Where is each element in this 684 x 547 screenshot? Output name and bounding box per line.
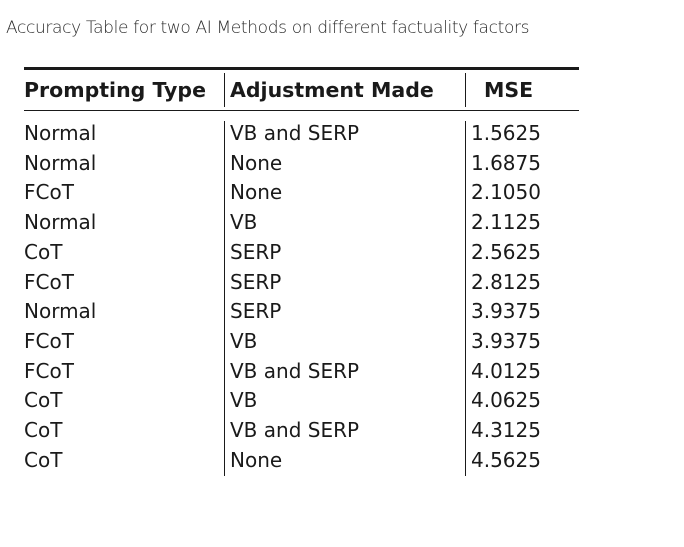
cell-mse: 1.6875 [471,150,541,175]
cell-mse: 4.5625 [471,447,541,472]
cell-adjustment-made: SERP [230,269,282,294]
cell-adjustment-made: VB [230,210,258,235]
table-row: CoT VB 4.0625 [24,386,579,416]
cell-prompting-type: Normal [24,299,97,324]
table-row: Normal VB and SERP 1.5625 [24,119,579,149]
cell-prompting-type: CoT [24,239,63,264]
cell-adjustment-made: VB and SERP [230,358,360,383]
cell-mse: 2.8125 [471,269,541,294]
table-row: Normal None 1.6875 [24,149,579,179]
cell-adjustment-made: SERP [230,299,282,324]
cell-prompting-type: CoT [24,388,63,413]
cell-adjustment-made: None [230,180,283,205]
table-caption: Accuracy Table for two AI Methods on dif… [6,18,530,38]
table-row: CoT VB and SERP 4.3125 [24,416,579,446]
cell-adjustment-made: None [230,447,283,472]
table-row: CoT SERP 2.5625 [24,238,579,268]
header-prompting-type: Prompting Type [24,78,206,102]
cell-prompting-type: Normal [24,121,97,145]
cell-mse: 1.5625 [471,121,541,145]
header-divider-2 [465,73,467,107]
header-mse: MSE [484,78,534,102]
cell-mse: 4.0625 [471,388,541,413]
cell-mse: 2.1125 [471,210,541,235]
table-row: CoT None 4.5625 [24,446,579,476]
cell-adjustment-made: VB [230,388,258,413]
cell-mse: 2.1050 [471,180,541,205]
table-top-rule [24,67,579,70]
cell-mse: 3.9375 [471,328,541,353]
table-row: FCoT None 2.1050 [24,178,579,208]
table-row: FCoT VB and SERP 4.0125 [24,357,579,387]
cell-adjustment-made: SERP [230,239,282,264]
table-row: Normal VB 2.1125 [24,208,579,238]
cell-adjustment-made: None [230,150,283,175]
cell-adjustment-made: VB and SERP [230,418,360,442]
cell-prompting-type: Normal [24,150,97,175]
cell-mse: 3.9375 [471,299,541,324]
table-header-rule [24,110,579,112]
cell-prompting-type: FCoT [24,180,74,205]
cell-prompting-type: FCoT [24,328,74,353]
cell-mse: 4.3125 [471,418,541,442]
cell-prompting-type: Normal [24,210,97,235]
header-divider-1 [224,73,226,107]
cell-adjustment-made: VB [230,328,258,353]
body-divider-1 [224,121,226,476]
table-row: FCoT SERP 2.8125 [24,268,579,298]
header-adjustment-made: Adjustment Made [230,78,434,102]
table-row: Normal SERP 3.9375 [24,297,579,327]
cell-prompting-type: CoT [24,418,63,442]
cell-mse: 4.0125 [471,358,541,383]
table-row: FCoT VB 3.9375 [24,327,579,357]
cell-mse: 2.5625 [471,239,541,264]
cell-prompting-type: FCoT [24,358,74,383]
cell-adjustment-made: VB and SERP [230,121,360,145]
cell-prompting-type: FCoT [24,269,74,294]
body-divider-2 [465,121,467,476]
cell-prompting-type: CoT [24,447,63,472]
table-header-row: Prompting Type Adjustment Made MSE [24,70,579,102]
